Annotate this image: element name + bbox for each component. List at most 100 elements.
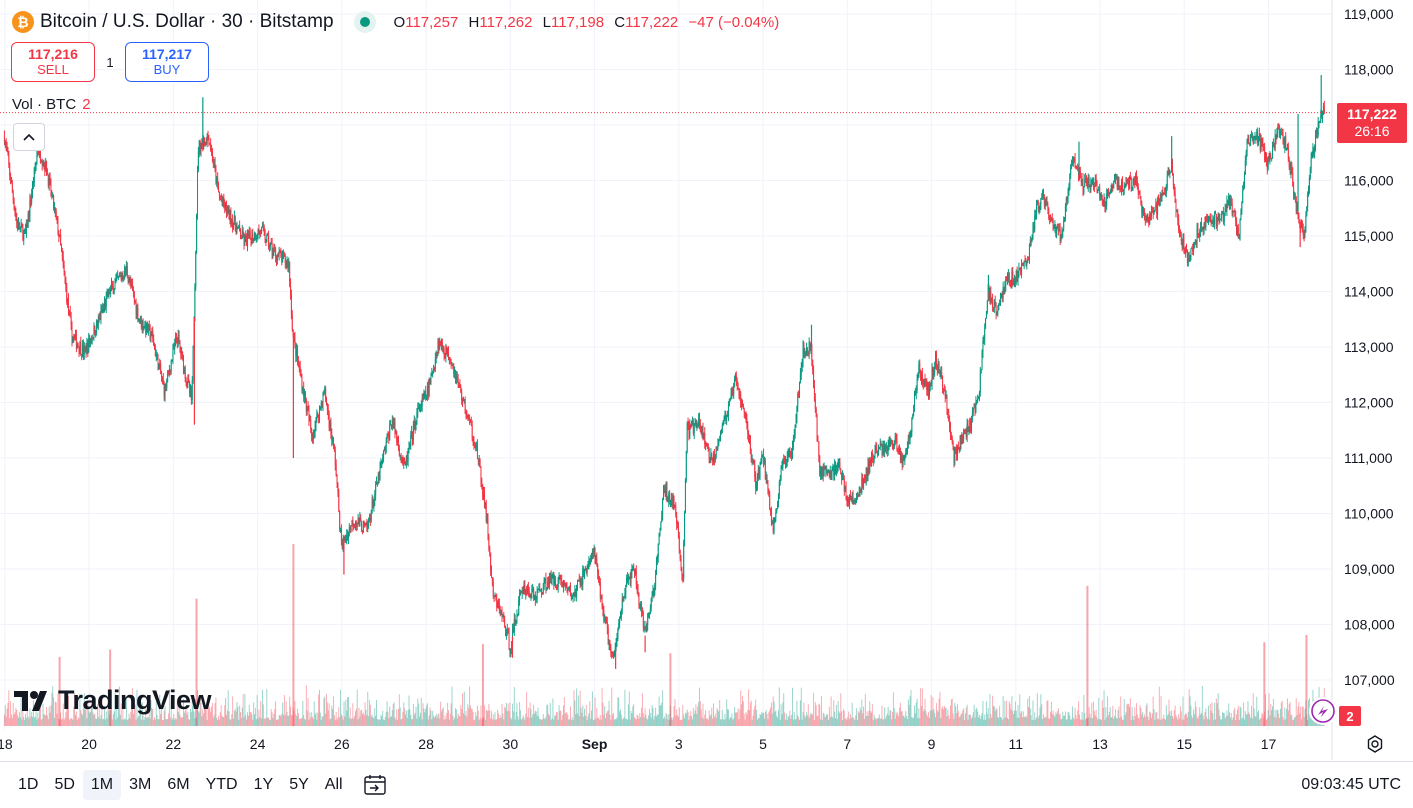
volume-bar xyxy=(104,719,106,726)
candle-body xyxy=(673,496,675,506)
time-tick-label: 20 xyxy=(81,736,97,752)
volume-bar xyxy=(840,693,842,726)
candle-body xyxy=(559,575,561,579)
candle-body xyxy=(870,454,872,463)
candle-body xyxy=(887,445,889,451)
volume-bar xyxy=(1193,709,1195,726)
range-1m-button[interactable]: 1M xyxy=(82,770,122,800)
candle-body xyxy=(391,419,393,428)
candle-body xyxy=(1272,144,1274,147)
volume-bar xyxy=(256,695,258,726)
candle-body xyxy=(598,580,600,582)
volume-bar xyxy=(572,719,574,726)
volume-bar xyxy=(741,695,743,726)
ai-sparkle-icon[interactable] xyxy=(1309,697,1337,725)
candle-body xyxy=(150,336,152,339)
candle-body xyxy=(1256,131,1258,138)
volume-bar xyxy=(1214,719,1216,726)
candle-body xyxy=(903,459,905,461)
volume-bar xyxy=(857,711,859,726)
volume-bar xyxy=(313,701,315,726)
volume-bar xyxy=(350,719,352,726)
utc-clock[interactable]: 09:03:45 UTC xyxy=(1301,776,1401,793)
range-1y-button[interactable]: 1Y xyxy=(253,776,274,793)
volume-bar xyxy=(1118,706,1120,726)
candle-body xyxy=(658,533,660,544)
candle-body xyxy=(606,622,608,629)
candle-body xyxy=(1217,217,1219,221)
volume-bar xyxy=(1071,706,1073,726)
candle-body xyxy=(459,384,461,387)
range-6m-button[interactable]: 6M xyxy=(167,776,190,793)
volume-bar xyxy=(698,687,700,726)
volume-bar xyxy=(1244,711,1246,726)
volume-bar xyxy=(581,712,583,726)
candle-body xyxy=(1085,178,1087,180)
candle-body xyxy=(583,568,585,576)
range-5d-button[interactable]: 5D xyxy=(54,776,75,793)
candle-body xyxy=(68,298,70,311)
volume-bar xyxy=(1293,717,1295,726)
candle-body xyxy=(1019,268,1021,270)
sell-button[interactable]: 117,216 SELL xyxy=(11,42,95,82)
candle-body xyxy=(1311,153,1313,159)
range-1d-button[interactable]: 1D xyxy=(18,776,39,793)
volume-bar xyxy=(515,712,517,726)
collapse-legend-button[interactable] xyxy=(13,123,45,151)
volume-bar xyxy=(115,719,117,726)
volume-bar xyxy=(1051,713,1053,726)
volume-bar xyxy=(293,710,295,726)
volume-legend[interactable]: Vol · BTC 2 xyxy=(12,96,91,113)
candle-body xyxy=(290,282,292,295)
market-open-dot-icon[interactable] xyxy=(353,11,376,33)
volume-bar xyxy=(1057,708,1059,726)
range-3m-button[interactable]: 3M xyxy=(129,776,152,793)
volume-bar xyxy=(247,712,249,726)
volume-bar xyxy=(179,714,181,726)
volume-bar xyxy=(56,713,58,726)
candle-body xyxy=(28,214,30,217)
volume-bar xyxy=(223,716,225,726)
candle-body xyxy=(261,226,263,228)
range-all-button[interactable]: All xyxy=(324,776,343,793)
candle-body xyxy=(906,450,908,453)
candle-body xyxy=(226,209,228,214)
candle-body xyxy=(48,177,50,186)
candle-body xyxy=(1273,146,1275,149)
volume-bar xyxy=(799,720,801,726)
volume-bar xyxy=(654,716,656,726)
range-5y-button[interactable]: 5Y xyxy=(289,776,309,793)
candle-body xyxy=(97,317,99,325)
candle-body xyxy=(490,569,492,578)
volume-bar xyxy=(962,710,964,726)
volume-bar xyxy=(842,708,844,726)
buy-button[interactable]: 117,217 BUY xyxy=(125,42,209,82)
volume-bar xyxy=(763,712,765,726)
candle-body xyxy=(581,581,583,585)
volume-legend-label: Vol · BTC xyxy=(12,96,77,113)
chart-settings-gear-icon[interactable] xyxy=(1364,733,1386,755)
go-to-date-calendar-icon[interactable] xyxy=(358,770,392,800)
volume-bar xyxy=(1206,716,1208,726)
symbol-title[interactable]: Bitcoin / U.S. Dollar · 30 · Bitstamp xyxy=(40,11,334,32)
candle-body xyxy=(533,594,535,598)
volume-bar xyxy=(643,717,645,726)
candle-body xyxy=(6,146,8,152)
price-chart[interactable]: 119,000118,000117,000116,000115,000114,0… xyxy=(0,0,1413,760)
volume-bar xyxy=(860,710,862,726)
volume-bar xyxy=(160,713,162,726)
range-ytd-button[interactable]: YTD xyxy=(205,776,238,793)
volume-bar xyxy=(1263,718,1265,726)
volume-bar xyxy=(96,704,98,726)
volume-bar xyxy=(309,712,311,726)
volume-bar xyxy=(166,719,168,726)
volume-bar xyxy=(1064,715,1066,726)
candle-body xyxy=(997,309,999,313)
volume-bar xyxy=(870,710,872,726)
candle-body xyxy=(53,194,55,209)
candle-body xyxy=(973,404,975,409)
volume-bar xyxy=(1096,717,1098,726)
candle-body xyxy=(806,348,808,356)
candle-body xyxy=(168,370,170,372)
volume-bar xyxy=(1022,711,1024,726)
